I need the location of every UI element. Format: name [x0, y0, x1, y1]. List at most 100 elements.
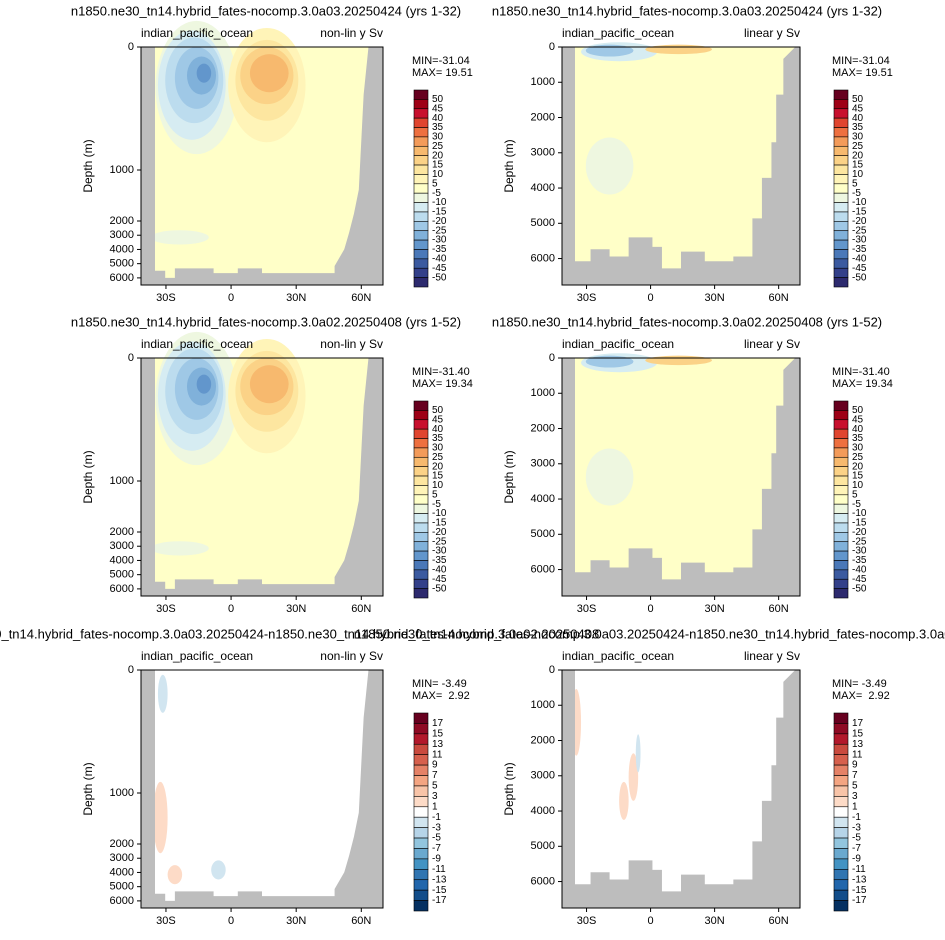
colorbar-label: -50 — [852, 583, 867, 594]
contour-fill — [585, 448, 634, 506]
colorbar-box — [413, 127, 429, 138]
colorbar-box — [833, 438, 849, 449]
right-label: linear y Sv — [744, 26, 800, 40]
colorbar-box — [413, 900, 429, 912]
colorbar-box — [413, 785, 429, 797]
colorbar-box — [413, 155, 429, 166]
colorbar-label: 15 — [432, 160, 444, 171]
plot-frame — [561, 357, 801, 597]
colorbar-label: 1 — [432, 801, 438, 812]
colorbar-label: 5 — [852, 781, 858, 792]
colorbar-box — [413, 221, 429, 232]
colorbar-label: -25 — [432, 536, 447, 547]
y-tick-label: 5000 — [110, 569, 134, 581]
colorbar-box — [833, 99, 849, 110]
colorbar-label: -40 — [852, 564, 867, 575]
y-tick-label: 0 — [128, 664, 134, 676]
contour-fill — [249, 54, 289, 93]
colorbar-label: -30 — [432, 546, 447, 557]
colorbar-box — [413, 249, 429, 260]
contour-fill — [585, 355, 634, 368]
colorbar-box — [833, 503, 849, 514]
plot-frame — [561, 46, 801, 286]
colorbar-label: 20 — [852, 461, 864, 472]
colorbar-label: -5 — [432, 833, 441, 844]
colorbar-box — [413, 837, 429, 849]
x-tick-label: 30N — [286, 915, 306, 927]
panel: n1850.ne30_tn14.hybrid_fates-nocomp.3.0a… — [492, 3, 893, 303]
colorbar-label: -30 — [852, 235, 867, 246]
colorbar-box — [413, 419, 429, 430]
colorbar-label: 13 — [432, 739, 444, 750]
colorbar-label: -50 — [852, 272, 867, 283]
panel: n1850.ne30_tn14.hybrid_fates-nocomp.3.0a… — [0, 626, 599, 926]
colorbar-box — [413, 522, 429, 533]
colorbar-box — [833, 785, 849, 797]
colorbar-label: 10 — [432, 169, 444, 180]
colorbar-label: 5 — [852, 489, 858, 500]
y-tick-label: 6000 — [110, 272, 134, 284]
colorbar-box — [413, 743, 429, 755]
colorbar-label: -13 — [852, 874, 867, 885]
right-label: linear y Sv — [744, 649, 800, 663]
x-tick-label: 0 — [228, 603, 234, 615]
colorbar-box — [833, 827, 849, 839]
colorbar-box — [833, 889, 849, 901]
min-label: MIN=-31.04 — [412, 55, 470, 67]
y-tick-label: 1000 — [110, 475, 134, 487]
colorbar-label: 20 — [432, 150, 444, 161]
colorbar-label: 25 — [852, 141, 864, 152]
colorbar-label: 25 — [432, 141, 444, 152]
colorbar-label: 25 — [852, 452, 864, 463]
y-tick-label: 4000 — [110, 243, 134, 255]
min-label: MIN=-31.04 — [832, 55, 890, 67]
contour-fill — [645, 44, 712, 55]
colorbar-box — [833, 183, 849, 194]
colorbar-label: 20 — [432, 461, 444, 472]
left-label: indian_pacific_ocean — [141, 649, 253, 663]
colorbar-label: -50 — [432, 272, 447, 283]
colorbar-box — [833, 428, 849, 439]
colorbar-label: 7 — [852, 770, 858, 781]
colorbar-box — [413, 796, 429, 808]
land — [562, 358, 575, 596]
colorbar-box — [413, 806, 429, 818]
colorbar-label: -17 — [852, 895, 867, 906]
y-tick-label: 2000 — [531, 734, 555, 746]
colorbar-box — [833, 723, 849, 735]
colorbar-label: -15 — [852, 885, 867, 896]
colorbar-label: 10 — [852, 480, 864, 491]
y-tick-label: 0 — [128, 352, 134, 364]
max-label: MAX= 19.34 — [832, 378, 893, 390]
colorbar-label: -3 — [432, 822, 441, 833]
colorbar-box — [413, 513, 429, 524]
colorbar-label: -30 — [852, 546, 867, 557]
colorbar-label: -50 — [432, 583, 447, 594]
colorbar-label: 45 — [852, 103, 864, 114]
y-tick-label: 5000 — [531, 840, 555, 852]
colorbar-box — [413, 816, 429, 828]
colorbar-box — [413, 202, 429, 213]
colorbar-label: 9 — [852, 760, 858, 771]
colorbar-label: -20 — [852, 527, 867, 538]
x-tick-label: 60N — [769, 915, 789, 927]
y-tick-label: 2000 — [110, 526, 134, 538]
y-tick-label: 6000 — [110, 583, 134, 595]
colorbar-box — [413, 503, 429, 514]
colorbar-label: -10 — [852, 197, 867, 208]
colorbar-box — [413, 258, 429, 269]
colorbar-box — [833, 806, 849, 818]
colorbar-box — [833, 578, 849, 589]
y-tick-label: 6000 — [110, 895, 134, 907]
colorbar-label: -45 — [432, 574, 447, 585]
colorbar-box — [413, 183, 429, 194]
colorbar-box — [833, 513, 849, 524]
x-tick-label: 30S — [577, 292, 597, 304]
x-tick-label: 60N — [769, 292, 789, 304]
colorbar-label: -3 — [852, 822, 861, 833]
land — [141, 47, 155, 285]
colorbar-label: -7 — [432, 843, 441, 854]
colorbar-box — [833, 410, 849, 421]
colorbar-label: 30 — [852, 443, 864, 454]
land — [562, 47, 800, 285]
